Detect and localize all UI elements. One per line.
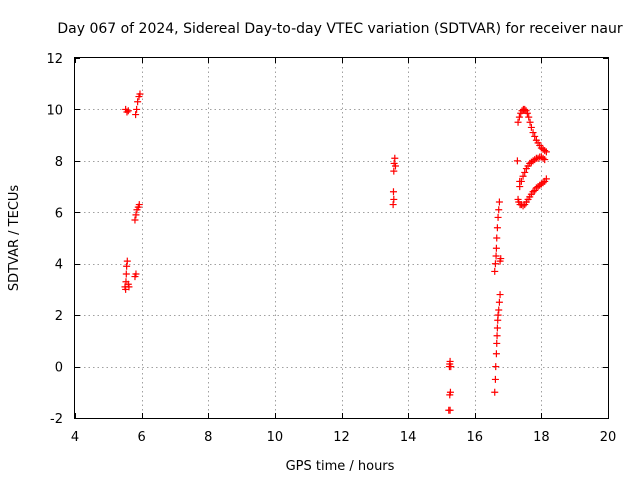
data-point — [447, 363, 455, 371]
data-point — [495, 206, 503, 214]
x-axis-label: GPS time / hours — [286, 459, 395, 474]
data-point — [495, 298, 503, 306]
data-point — [493, 332, 501, 340]
data-point — [521, 168, 529, 176]
data-point — [529, 129, 537, 137]
data-point — [123, 262, 131, 270]
data-point — [541, 156, 549, 164]
data-point — [123, 257, 131, 265]
data-point — [491, 375, 499, 383]
data-point — [541, 147, 549, 155]
data-point — [531, 132, 539, 140]
x-tick-label: 10 — [267, 430, 284, 445]
y-tick-label: 12 — [46, 52, 63, 67]
y-tick-label: 0 — [55, 361, 63, 376]
data-point — [390, 167, 398, 175]
data-point — [494, 311, 502, 319]
data-point — [542, 148, 550, 156]
data-point — [514, 118, 522, 126]
data-point — [496, 291, 504, 299]
grid — [75, 58, 608, 418]
axis-ticks: 4 6 8 10 12 14 16 18 20 -2 0 2 4 6 8 10 12 — [46, 52, 616, 445]
data-point — [531, 156, 539, 164]
x-tick-label: 20 — [600, 430, 617, 445]
data-point — [526, 118, 534, 126]
data-point — [492, 244, 500, 252]
x-tick-label: 18 — [533, 430, 550, 445]
data-point — [493, 234, 501, 242]
data-point — [491, 267, 499, 275]
data-point — [133, 105, 141, 113]
data-point — [391, 154, 399, 162]
y-axis-label: SDTVAR / TECUs — [7, 185, 22, 292]
data-point — [132, 111, 140, 119]
data-point — [134, 98, 142, 106]
data-point — [492, 363, 500, 371]
x-tick-label: 14 — [400, 430, 417, 445]
data-point — [136, 90, 144, 98]
data-point — [495, 306, 503, 314]
data-point — [516, 183, 524, 191]
data-point — [122, 270, 130, 278]
data-point — [491, 260, 499, 268]
data-point — [519, 172, 527, 180]
y-tick-label: 8 — [55, 155, 63, 170]
data-point — [539, 179, 547, 187]
data-point — [446, 357, 454, 365]
data-point — [497, 255, 505, 263]
data-point — [389, 201, 397, 209]
data-point — [527, 123, 535, 131]
data-point — [125, 283, 133, 291]
data-point — [519, 202, 527, 210]
data-point — [390, 195, 398, 203]
x-tick-label: 16 — [466, 430, 483, 445]
x-tick-label: 6 — [137, 430, 145, 445]
data-points — [121, 90, 550, 414]
y-tick-label: 4 — [55, 258, 63, 273]
x-tick-label: 12 — [333, 430, 350, 445]
data-point — [446, 406, 454, 414]
data-point — [132, 211, 140, 219]
data-point — [513, 157, 521, 165]
data-point — [493, 324, 501, 332]
data-point — [542, 175, 550, 183]
data-point — [135, 201, 143, 209]
data-point — [124, 107, 132, 115]
data-point — [494, 213, 502, 221]
data-point — [132, 270, 140, 278]
data-point — [492, 252, 500, 260]
data-point — [492, 350, 500, 358]
chart-title: Day 067 of 2024, Sidereal Day-to-day VTE… — [57, 21, 623, 37]
data-point — [491, 388, 499, 396]
x-tick-label: 8 — [204, 430, 212, 445]
data-point — [525, 113, 533, 121]
data-point — [446, 388, 454, 396]
data-point — [495, 198, 503, 206]
y-tick-label: -2 — [50, 412, 63, 427]
data-point — [123, 108, 131, 116]
data-point — [523, 109, 531, 117]
data-point — [493, 339, 501, 347]
data-point — [131, 216, 139, 224]
data-point — [389, 188, 397, 196]
data-point — [515, 113, 523, 121]
y-tick-label: 2 — [55, 309, 63, 324]
data-point — [521, 105, 529, 113]
plot-frame — [74, 57, 609, 419]
y-tick-label: 6 — [55, 206, 63, 221]
data-point — [529, 188, 537, 196]
y-tick-label: 10 — [46, 103, 63, 118]
data-point — [539, 154, 547, 162]
x-tick-label: 4 — [71, 430, 79, 445]
data-point — [391, 162, 399, 170]
data-point — [517, 177, 525, 185]
data-point — [493, 224, 501, 232]
